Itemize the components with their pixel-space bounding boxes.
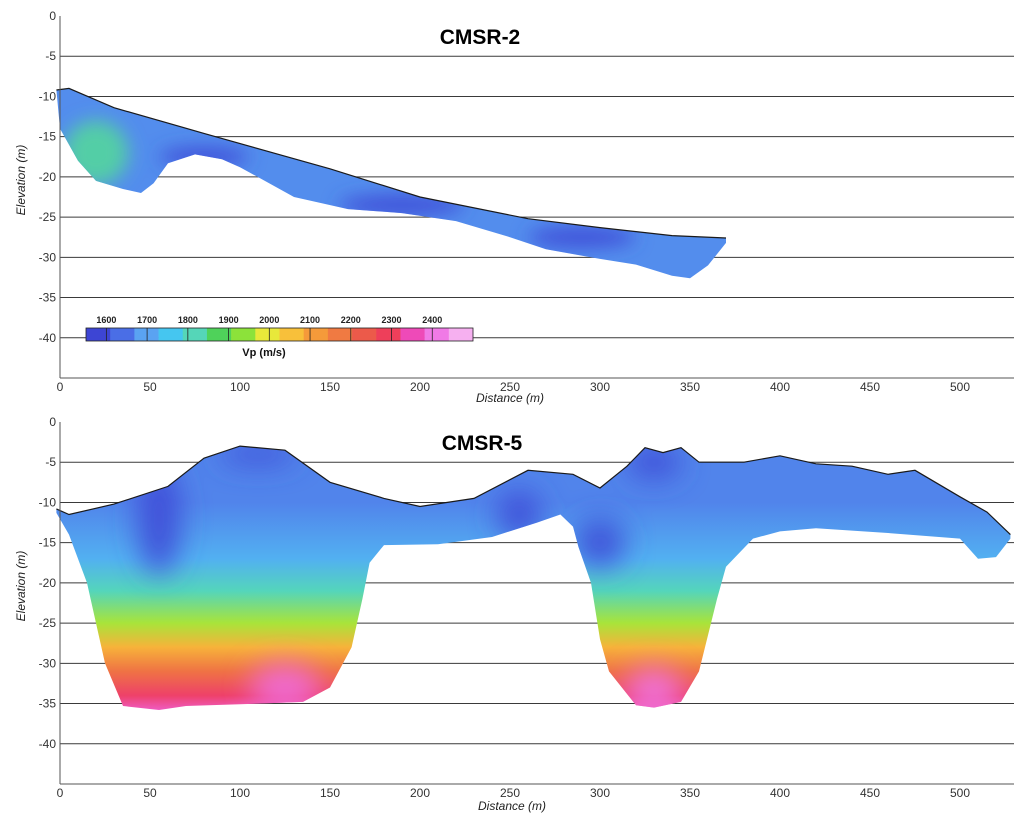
colorbar-tick-label: 1600	[96, 315, 116, 325]
colorbar-swatch	[327, 328, 353, 341]
colorbar-swatch	[158, 328, 184, 341]
x-axis-label: Distance (m)	[476, 391, 544, 405]
ground-surface-line	[56, 445, 1011, 536]
y-tick-label: -5	[45, 49, 56, 63]
y-tick-label: 0	[49, 9, 56, 23]
y-tick-label: -40	[39, 331, 57, 345]
y-tick-label: -35	[39, 291, 57, 305]
colorbar-swatch	[279, 328, 304, 341]
colorbar-swatch	[182, 328, 208, 341]
colorbar-tick-label: 2300	[382, 315, 402, 325]
y-tick-label: -30	[39, 250, 57, 264]
x-tick-label: 250	[500, 380, 520, 394]
x-tick-label: 150	[320, 380, 340, 394]
x-tick-label: 100	[230, 786, 250, 800]
y-tick-labels: 0 -5 -10 -15 -20 -25 -30 -35 -40	[39, 9, 57, 345]
panel-cmsr-2: 0 -5 -10 -15 -20 -25 -30 -35 -40 0 50 100 150 200 250…	[14, 9, 1014, 405]
colorbar-tick-label: 2200	[341, 315, 361, 325]
plot-area-cmsr-2	[56, 16, 1014, 378]
y-tick-label: -35	[39, 697, 57, 711]
x-tick-label: 450	[860, 380, 880, 394]
velocity-zone	[574, 518, 626, 567]
x-tick-label: 450	[860, 786, 880, 800]
y-tick-label: -20	[39, 576, 57, 590]
colorbar-swatches	[85, 327, 474, 342]
colorbar-swatch	[86, 328, 111, 341]
y-tick-label: -15	[39, 130, 57, 144]
chart-title: CMSR-5	[442, 432, 523, 455]
x-tick-label: 150	[320, 786, 340, 800]
y-tick-label: -10	[39, 495, 57, 509]
y-tick-label: -5	[45, 455, 56, 469]
y-tick-label: -25	[39, 210, 57, 224]
y-tick-label: -10	[39, 89, 57, 103]
chart-title: CMSR-2	[440, 26, 521, 49]
velocity-zone	[627, 446, 681, 479]
colorbar-swatch	[255, 328, 280, 341]
velocity-zone	[625, 667, 683, 710]
x-tick-label: 350	[680, 380, 700, 394]
velocity-zone	[249, 663, 321, 710]
colorbar-swatch	[110, 328, 135, 341]
colorbar-swatch	[376, 328, 401, 341]
x-tick-labels: 0 50 100 150 200 250 300 350 400 450 500	[57, 786, 971, 800]
x-tick-label: 200	[410, 380, 430, 394]
x-tick-labels: 0 50 100 150 200 250 300 350 400 450 500	[57, 380, 971, 394]
x-tick-label: 500	[950, 786, 970, 800]
y-tick-label: -20	[39, 170, 57, 184]
x-tick-label: 250	[500, 786, 520, 800]
x-tick-label: 400	[770, 380, 790, 394]
x-tick-label: 0	[57, 786, 64, 800]
x-tick-label: 300	[590, 786, 610, 800]
x-tick-label: 200	[410, 786, 430, 800]
y-tick-label: 0	[49, 415, 56, 429]
colorbar-frame	[85, 327, 474, 342]
x-axis-label: Distance (m)	[478, 799, 546, 813]
x-tick-label: 500	[950, 380, 970, 394]
y-tick-label: -40	[39, 737, 57, 751]
colorbar-tick-label: 2100	[300, 315, 320, 325]
colorbar-legend: 1600 1700 1800 1900 2000 2100 2200 2300 2400 Vp …	[85, 315, 474, 359]
x-tick-label: 50	[143, 380, 157, 394]
x-tick-label: 300	[590, 380, 610, 394]
colorbar-swatch	[400, 328, 425, 341]
colorbar-swatch	[448, 328, 474, 341]
colorbar-tick-label: 1800	[178, 315, 198, 325]
plot-background	[60, 16, 1014, 378]
x-tick-label: 100	[230, 380, 250, 394]
colorbar-label: Vp (m/s)	[242, 347, 286, 359]
colorbar-swatch	[231, 328, 256, 341]
x-tick-label: 0	[57, 380, 64, 394]
x-tick-label: 400	[770, 786, 790, 800]
y-tick-label: -25	[39, 616, 57, 630]
plot-area-cmsr-5	[56, 422, 1014, 784]
colorbar-tick-label: 2400	[422, 315, 442, 325]
colorbar-tick-label: 1700	[137, 315, 157, 325]
colorbar-swatch	[352, 328, 377, 341]
y-axis-label: Elevation (m)	[14, 145, 28, 216]
colorbar-swatch	[424, 328, 450, 341]
colorbar-tick-label: 1900	[219, 315, 239, 325]
y-tick-label: -30	[39, 656, 57, 670]
velocity-zone	[528, 226, 636, 248]
x-tick-label: 350	[680, 786, 700, 800]
y-tick-labels: 0 -5 -10 -15 -20 -25 -30 -35 -40	[39, 415, 57, 751]
colorbar-swatch	[303, 328, 329, 341]
colorbar-tick-label: 2000	[259, 315, 279, 325]
velocity-zones	[137, 446, 683, 710]
colorbar-tick-labels: 1600 1700 1800 1900 2000 2100 2200 2300 2400	[96, 315, 442, 341]
colorbar-swatch	[206, 328, 232, 341]
x-tick-label: 50	[143, 786, 157, 800]
y-axis-label: Elevation (m)	[14, 551, 28, 622]
y-tick-label: -15	[39, 536, 57, 550]
ground-surface-line	[56, 87, 727, 239]
colorbar-swatch	[134, 328, 159, 341]
panel-cmsr-5: 0 -5 -10 -15 -20 -25 -30 -35 -40 0 50 100 150 200 250…	[14, 415, 1014, 813]
